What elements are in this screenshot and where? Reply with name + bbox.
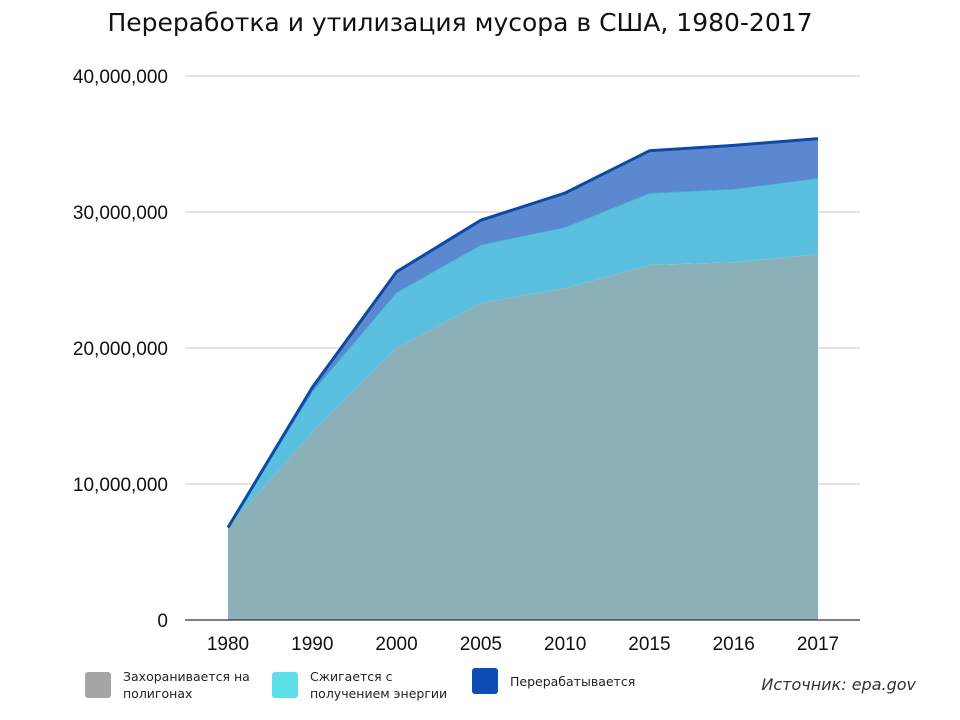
chart-title: Переработка и утилизация мусора в США, 1… xyxy=(107,8,813,37)
x-tick-label: 2015 xyxy=(628,634,670,655)
legend-label-recycling: Перерабатывается xyxy=(510,673,636,689)
x-tick-label: 2005 xyxy=(460,634,502,655)
y-tick-label: 20,000,000 xyxy=(73,339,168,360)
x-tick-label: 2000 xyxy=(375,634,417,655)
x-tick-label: 1980 xyxy=(207,634,249,655)
x-tick-label: 2010 xyxy=(544,634,586,655)
x-tick-label: 1990 xyxy=(291,634,333,655)
legend-swatch-energy xyxy=(272,672,298,698)
y-tick-label: 0 xyxy=(157,611,168,632)
legend-label-landfill: Захоранивается на полигонах xyxy=(123,669,250,701)
legend-label-energy: Сжигается с получением энергии xyxy=(310,669,448,701)
legend-swatch-recycling xyxy=(472,668,498,694)
y-tick-label: 40,000,000 xyxy=(73,67,168,88)
axes: 0 10,000,000 20,000,000 30,000,000 40,000,00… xyxy=(73,67,860,655)
legend-item-landfill: Захоранивается на полигонах xyxy=(85,668,250,702)
area-energy-recovery-outline xyxy=(227,177,819,528)
x-tick-label: 2017 xyxy=(797,634,839,655)
legend-swatch-landfill xyxy=(85,672,111,698)
area-recycling-outline xyxy=(226,137,819,529)
area-recycling xyxy=(228,138,818,528)
legend: Захоранивается на полигонах Сжигается с … xyxy=(0,668,960,718)
source-note: Источник: epa.gov xyxy=(761,675,916,694)
legend-item-recycling: Перерабатывается xyxy=(472,668,635,694)
stacked-areas xyxy=(226,137,819,620)
x-tick-label: 2016 xyxy=(713,634,755,655)
legend-item-energy: Сжигается с получением энергии xyxy=(272,668,447,702)
area-chart: 0 10,000,000 20,000,000 30,000,000 40,000,00… xyxy=(73,67,860,655)
area-landfill xyxy=(228,254,818,620)
y-tick-label: 10,000,000 xyxy=(73,475,168,496)
y-tick-label: 30,000,000 xyxy=(73,203,168,224)
